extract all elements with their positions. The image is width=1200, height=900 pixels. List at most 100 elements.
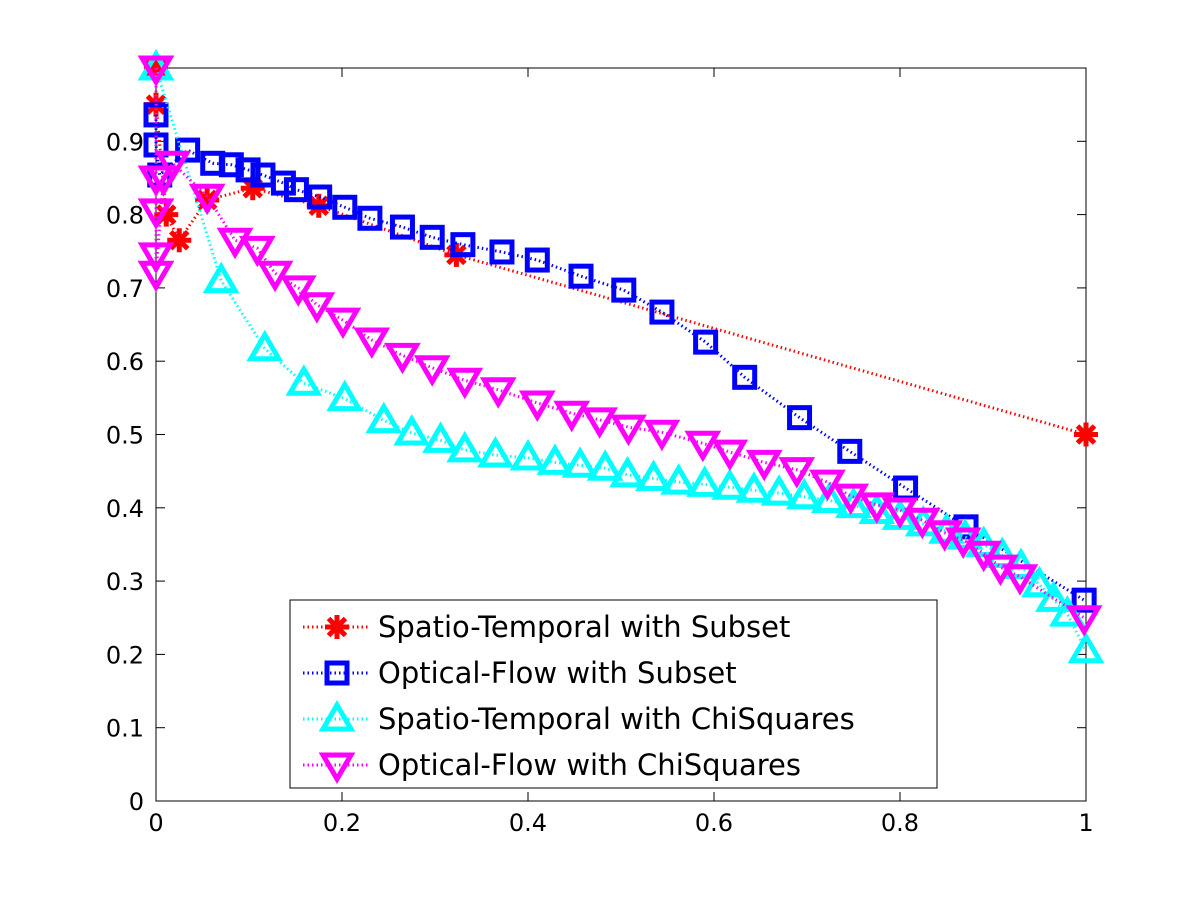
data-point [413, 355, 451, 387]
data-point [609, 455, 646, 488]
data-point [536, 443, 574, 475]
legend-entry: Optical-Flow with ChiSquares [303, 748, 801, 784]
data-point [1067, 631, 1105, 664]
data-point [137, 242, 175, 274]
data-point [635, 459, 672, 491]
data-point [693, 329, 719, 355]
data-point [785, 477, 823, 510]
data-point [524, 247, 550, 273]
data-point [446, 367, 484, 400]
data-point [610, 414, 647, 447]
data-point [283, 177, 309, 203]
data-point [216, 227, 254, 260]
data-point [643, 419, 681, 452]
data-point [568, 263, 594, 289]
data-point [518, 390, 556, 422]
data-point [553, 400, 591, 433]
data-point [137, 55, 175, 87]
x-tick-label: 0 [148, 809, 163, 837]
series-3 [137, 55, 1103, 637]
data-point [450, 232, 476, 258]
data-point [745, 449, 783, 482]
data-point [137, 260, 175, 293]
legend-label: Spatio-Temporal with ChiSquares [378, 702, 855, 736]
data-point [188, 183, 226, 216]
legend-marker [318, 700, 356, 732]
data-point [298, 292, 336, 324]
data-point [1035, 580, 1072, 612]
data-point [660, 463, 698, 495]
data-point [256, 260, 294, 293]
data-point [611, 277, 637, 303]
y-tick-label: 0.2 [106, 641, 144, 669]
y-tick-label: 0.5 [106, 422, 144, 450]
data-point [137, 198, 175, 230]
data-point [446, 430, 484, 463]
data-point [1065, 605, 1103, 637]
data-point [778, 457, 816, 489]
data-point [332, 194, 358, 220]
data-point [1074, 422, 1098, 447]
data-point [983, 536, 1021, 568]
data-point [711, 439, 749, 472]
x-tick-label: 0.4 [509, 809, 547, 837]
data-point [167, 228, 192, 253]
data-point [684, 430, 722, 463]
data-point [561, 446, 599, 478]
legend-label: Optical-Flow with Subset [378, 656, 737, 690]
data-point [581, 407, 618, 439]
x-tick-label: 0.6 [695, 809, 733, 837]
data-point [1001, 564, 1039, 596]
data-point [145, 165, 182, 197]
y-tick-label: 0 [129, 788, 144, 816]
series-line [154, 68, 1085, 620]
data-point [732, 364, 758, 390]
legend-entry: Optical-Flow with Subset [303, 656, 737, 690]
x-tick-label: 0.2 [323, 809, 361, 837]
x-tick-label: 0.8 [881, 809, 919, 837]
data-point [419, 224, 445, 250]
data-point [270, 170, 296, 196]
data-point [357, 205, 383, 231]
data-point [235, 157, 261, 183]
data-point [353, 327, 391, 359]
data-point [154, 150, 192, 183]
data-point [832, 483, 870, 516]
data-point [175, 137, 201, 163]
data-point [735, 471, 773, 503]
data-point [479, 377, 517, 409]
legend-box [289, 599, 938, 789]
data-point [810, 481, 848, 513]
data-point [285, 364, 323, 396]
legend-label: Optical-Flow with ChiSquares [378, 748, 801, 782]
legend-marker [325, 615, 349, 639]
series-2 [137, 49, 1105, 664]
legend-entry: Spatio-Temporal with ChiSquares [303, 700, 855, 736]
data-point [246, 329, 284, 362]
data-point [489, 239, 515, 265]
y-tick-label: 0.4 [106, 495, 144, 523]
data-point [837, 438, 863, 464]
data-point [239, 235, 276, 268]
data-point [326, 379, 364, 412]
data-point [586, 449, 624, 481]
data-point [307, 184, 333, 210]
data-point [393, 414, 431, 446]
y-tick-label: 0.3 [106, 568, 144, 596]
data-point [509, 438, 547, 471]
legend-marker [318, 752, 356, 784]
data-point [279, 275, 317, 307]
y-tick-label: 0.9 [106, 128, 144, 156]
data-point [477, 436, 514, 468]
y-tick-label: 0.1 [106, 715, 144, 743]
legend-marker [324, 660, 350, 686]
y-tick-label: 0.7 [106, 275, 144, 303]
data-point [686, 465, 724, 497]
data-point [760, 474, 798, 506]
data-point [858, 492, 896, 524]
axis-ticks: 0 0.2 0.4 0.6 0.8 1 0 0.1 0.2 0.3 0.4 0.5 0.6 0.7 0.8 0… [106, 68, 1094, 837]
data-point [202, 261, 240, 294]
series-layer [137, 49, 1105, 664]
legend-label: Spatio-Temporal with Subset [378, 610, 790, 644]
